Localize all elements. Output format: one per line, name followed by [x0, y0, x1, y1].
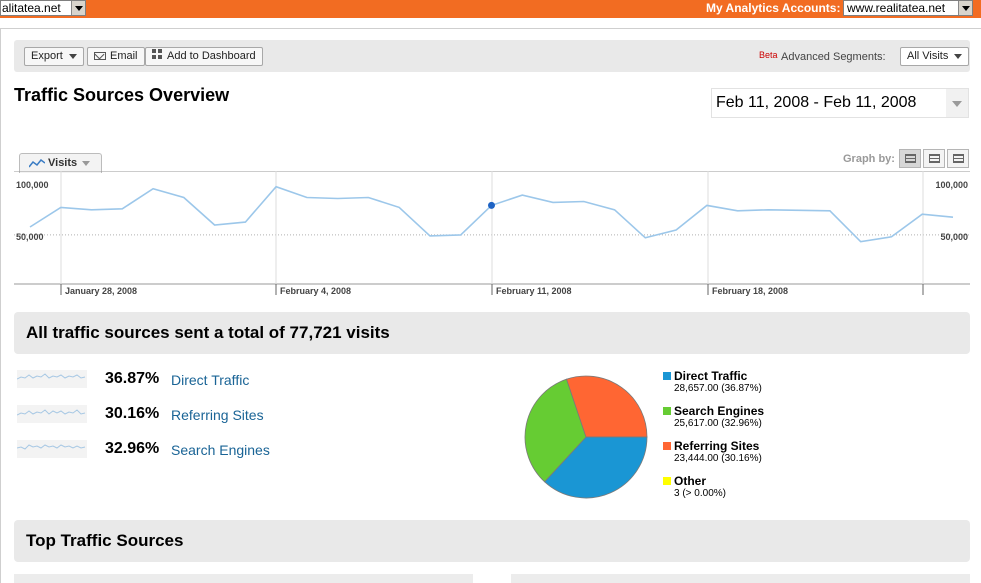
source-percent: 36.87%: [105, 370, 160, 387]
x-label-3: February 11, 2008: [496, 286, 572, 296]
legend-swatch: [663, 477, 671, 485]
sparkline-icon: [17, 405, 87, 423]
x-label-1: January 28, 2008: [65, 286, 137, 296]
legend-value: 3 (> 0.00%): [674, 488, 726, 499]
source-percent: 30.16%: [105, 405, 160, 422]
graph-by-day-button[interactable]: [899, 149, 921, 168]
chevron-down-icon: [68, 53, 77, 59]
page-title: Traffic Sources Overview: [14, 85, 230, 105]
report-panel: Export Email Add to Dashboard Beta Advan…: [0, 28, 981, 583]
metric-selector[interactable]: Visits: [19, 153, 102, 173]
beta-badge: Beta: [759, 50, 778, 60]
list-icon: [953, 154, 964, 163]
dashboard-label: Add to Dashboard: [167, 50, 256, 62]
legend-swatch: [663, 407, 671, 415]
list-icon: [929, 154, 940, 163]
graph-by-week-button[interactable]: [923, 149, 945, 168]
report-toolbar: Export Email Add to Dashboard Beta Advan…: [14, 40, 970, 72]
summary-heading: All traffic sources sent a total of 77,7…: [14, 312, 970, 354]
site-select-left-value: alitatea.net: [2, 1, 61, 15]
account-bar: alitatea.net My Analytics Accounts: www.…: [0, 0, 981, 18]
export-button[interactable]: Export: [24, 47, 84, 66]
legend-name: Other: [674, 474, 707, 488]
add-to-dashboard-button[interactable]: Add to Dashboard: [145, 47, 263, 66]
top-sources-panel-left: [14, 574, 473, 583]
pie-slice-referring-sites: [566, 375, 648, 438]
segments-label: Advanced Segments:: [781, 51, 886, 63]
legend-value: 28,657.00 (36.87%): [674, 383, 762, 394]
visits-line-chart[interactable]: 100,000 50,000 100,000 50,000 January 28…: [14, 171, 970, 296]
line-chart-icon: [29, 159, 45, 168]
graph-by-month-button[interactable]: [947, 149, 969, 168]
date-range-picker[interactable]: Feb 11, 2008 - Feb 11, 2008: [711, 88, 969, 118]
referring-sites-link[interactable]: Referring Sites: [171, 407, 264, 423]
selected-point: [488, 201, 495, 209]
legend-value: 25,617.00 (32.96%): [674, 418, 762, 429]
top-sources-panel-right: [511, 574, 970, 583]
chevron-down-icon: [82, 160, 91, 166]
visits-series: [29, 185, 954, 243]
pie-slice-search-engines: [524, 378, 587, 483]
legend-name: Direct Traffic: [674, 369, 748, 383]
y-label-left-mid: 50,000: [16, 232, 44, 242]
chevron-down-icon: [954, 53, 963, 59]
search-engines-link[interactable]: Search Engines: [171, 442, 270, 458]
site-select-left[interactable]: alitatea.net: [0, 0, 86, 16]
chevron-down-icon[interactable]: [946, 89, 968, 117]
accounts-label: My Analytics Accounts:: [706, 1, 841, 15]
segments-value: All Visits: [907, 50, 949, 62]
email-button[interactable]: Email: [87, 47, 145, 66]
chevron-down-icon[interactable]: [71, 1, 85, 15]
sparkline-icon: [17, 370, 87, 388]
y-label-left-top: 100,000: [16, 180, 49, 190]
export-label: Export: [31, 50, 63, 62]
email-label: Email: [110, 50, 138, 62]
graph-by-label: Graph by:: [843, 153, 895, 165]
segments-select[interactable]: All Visits: [900, 47, 970, 66]
sparkline-icon: [17, 440, 87, 458]
pie-slice-direct-traffic: [544, 436, 648, 499]
y-label-right-mid: 50,000: [940, 232, 968, 242]
legend-swatch: [663, 442, 671, 450]
top-sources-heading: Top Traffic Sources: [14, 520, 970, 562]
source-percent: 32.96%: [105, 440, 160, 457]
direct-traffic-link[interactable]: Direct Traffic: [171, 372, 250, 388]
list-icon: [905, 154, 916, 163]
chevron-down-icon[interactable]: [958, 1, 972, 15]
legend-name: Search Engines: [674, 404, 765, 418]
date-range-value: Feb 11, 2008 - Feb 11, 2008: [716, 94, 917, 111]
x-label-4: February 18, 2008: [712, 286, 788, 296]
traffic-pie-chart[interactable]: [521, 372, 651, 502]
account-select-value: www.realitatea.net: [847, 1, 946, 15]
x-label-2: February 4, 2008: [280, 286, 351, 296]
metric-label: Visits: [48, 157, 78, 169]
y-label-right-top: 100,000: [935, 180, 968, 190]
dashboard-icon: [152, 49, 163, 60]
account-select[interactable]: www.realitatea.net: [843, 0, 973, 16]
legend-swatch: [663, 372, 671, 380]
legend-name: Referring Sites: [674, 439, 760, 453]
legend-value: 23,444.00 (30.16%): [674, 453, 762, 464]
envelope-icon: [94, 52, 106, 60]
